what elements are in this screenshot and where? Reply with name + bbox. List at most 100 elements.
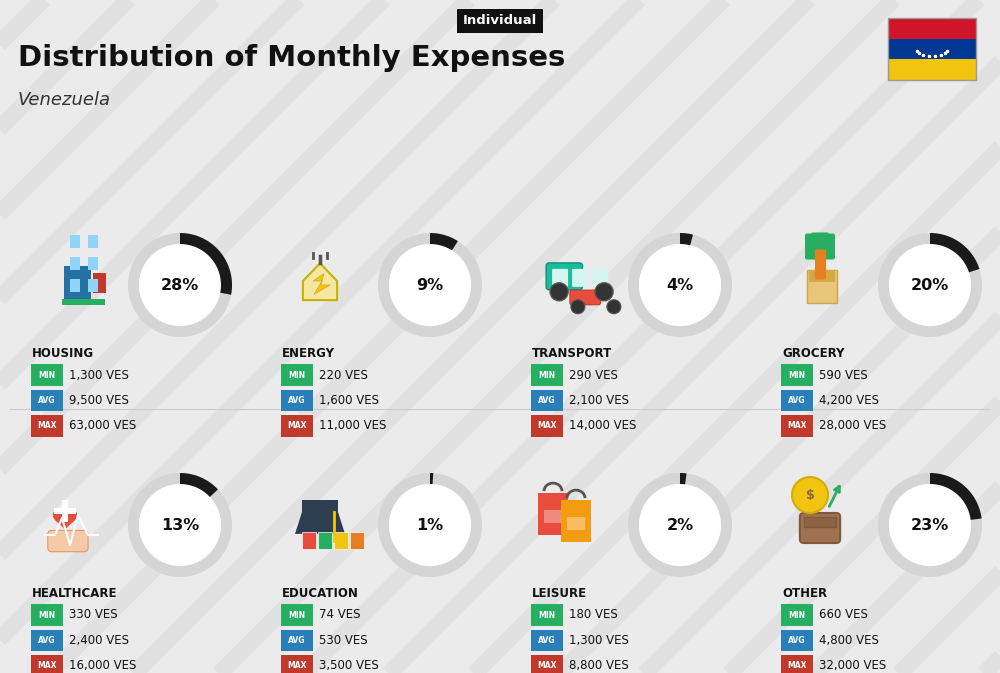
FancyBboxPatch shape — [817, 234, 835, 260]
Text: 2,400 VES: 2,400 VES — [69, 634, 129, 647]
FancyBboxPatch shape — [54, 508, 76, 514]
Circle shape — [550, 283, 568, 301]
Polygon shape — [313, 273, 330, 294]
Circle shape — [792, 477, 828, 513]
Text: GROCERY: GROCERY — [782, 347, 844, 360]
Polygon shape — [180, 473, 218, 497]
FancyBboxPatch shape — [781, 630, 813, 651]
Polygon shape — [430, 233, 458, 250]
Text: 290 VES: 290 VES — [569, 369, 618, 382]
Text: 13%: 13% — [161, 518, 199, 532]
FancyBboxPatch shape — [531, 604, 563, 626]
Text: 11,000 VES: 11,000 VES — [319, 419, 386, 433]
Text: MIN: MIN — [288, 371, 306, 380]
FancyBboxPatch shape — [538, 493, 568, 535]
Polygon shape — [804, 517, 836, 527]
FancyBboxPatch shape — [781, 604, 813, 626]
Text: 1,300 VES: 1,300 VES — [69, 369, 129, 382]
Text: MIN: MIN — [288, 610, 306, 620]
FancyBboxPatch shape — [70, 235, 80, 248]
Text: 16,000 VES: 16,000 VES — [69, 660, 136, 672]
Text: 28,000 VES: 28,000 VES — [819, 419, 886, 433]
FancyBboxPatch shape — [781, 390, 813, 411]
FancyBboxPatch shape — [531, 364, 563, 386]
FancyBboxPatch shape — [281, 604, 313, 626]
Circle shape — [139, 484, 221, 566]
FancyBboxPatch shape — [318, 532, 332, 549]
FancyBboxPatch shape — [88, 235, 98, 248]
Text: AVG: AVG — [788, 396, 806, 405]
Text: 32,000 VES: 32,000 VES — [819, 660, 886, 672]
Polygon shape — [878, 473, 982, 577]
FancyBboxPatch shape — [31, 604, 63, 626]
FancyBboxPatch shape — [800, 513, 840, 543]
FancyBboxPatch shape — [531, 656, 563, 673]
Polygon shape — [930, 473, 982, 520]
FancyBboxPatch shape — [531, 630, 563, 651]
FancyBboxPatch shape — [592, 269, 608, 287]
Text: 660 VES: 660 VES — [819, 608, 868, 621]
FancyBboxPatch shape — [31, 630, 63, 651]
Circle shape — [595, 283, 613, 301]
FancyBboxPatch shape — [31, 390, 63, 411]
Text: EDUCATION: EDUCATION — [282, 587, 359, 600]
Text: 1,600 VES: 1,600 VES — [319, 394, 379, 407]
FancyBboxPatch shape — [781, 364, 813, 386]
Text: MAX: MAX — [37, 662, 57, 670]
FancyBboxPatch shape — [807, 271, 837, 303]
Text: 1,300 VES: 1,300 VES — [569, 634, 629, 647]
Circle shape — [389, 244, 471, 326]
Text: 2%: 2% — [666, 518, 694, 532]
FancyBboxPatch shape — [64, 266, 91, 300]
Polygon shape — [930, 233, 979, 273]
Text: AVG: AVG — [38, 396, 56, 405]
Text: LEISURE: LEISURE — [532, 587, 587, 600]
Text: MIN: MIN — [788, 610, 806, 620]
Text: 9,500 VES: 9,500 VES — [69, 394, 129, 407]
Text: 8,800 VES: 8,800 VES — [569, 660, 629, 672]
Text: 2,100 VES: 2,100 VES — [569, 394, 629, 407]
Text: Venezuela: Venezuela — [18, 91, 111, 109]
FancyBboxPatch shape — [88, 279, 98, 292]
Text: 4%: 4% — [666, 277, 694, 293]
Circle shape — [889, 244, 971, 326]
Polygon shape — [680, 473, 687, 485]
Text: MAX: MAX — [287, 662, 307, 670]
Text: MIN: MIN — [788, 371, 806, 380]
FancyBboxPatch shape — [281, 390, 313, 411]
FancyBboxPatch shape — [531, 390, 563, 411]
FancyBboxPatch shape — [805, 234, 823, 260]
FancyBboxPatch shape — [281, 656, 313, 673]
FancyBboxPatch shape — [781, 415, 813, 437]
Text: Distribution of Monthly Expenses: Distribution of Monthly Expenses — [18, 44, 565, 72]
Polygon shape — [295, 512, 345, 534]
FancyBboxPatch shape — [93, 273, 106, 293]
FancyBboxPatch shape — [31, 656, 63, 673]
Text: MAX: MAX — [787, 662, 807, 670]
Text: AVG: AVG — [288, 636, 306, 645]
FancyBboxPatch shape — [888, 18, 976, 38]
Text: 4,200 VES: 4,200 VES — [819, 394, 879, 407]
Circle shape — [571, 299, 585, 314]
Polygon shape — [128, 473, 232, 577]
Text: AVG: AVG — [788, 636, 806, 645]
Text: 9%: 9% — [416, 277, 444, 293]
Circle shape — [389, 484, 471, 566]
Polygon shape — [53, 509, 77, 531]
Text: MIN: MIN — [38, 610, 56, 620]
FancyBboxPatch shape — [561, 500, 591, 542]
Polygon shape — [628, 233, 732, 337]
FancyBboxPatch shape — [888, 59, 976, 80]
Text: 28%: 28% — [161, 277, 199, 293]
Polygon shape — [180, 233, 232, 295]
Text: 3,500 VES: 3,500 VES — [319, 660, 379, 672]
FancyBboxPatch shape — [888, 38, 976, 59]
Text: Individual: Individual — [463, 15, 537, 28]
FancyBboxPatch shape — [48, 530, 88, 552]
FancyBboxPatch shape — [815, 250, 826, 279]
Text: 180 VES: 180 VES — [569, 608, 618, 621]
Polygon shape — [680, 233, 693, 245]
Text: MAX: MAX — [287, 421, 307, 431]
Text: HOUSING: HOUSING — [32, 347, 94, 360]
Text: MIN: MIN — [538, 610, 556, 620]
